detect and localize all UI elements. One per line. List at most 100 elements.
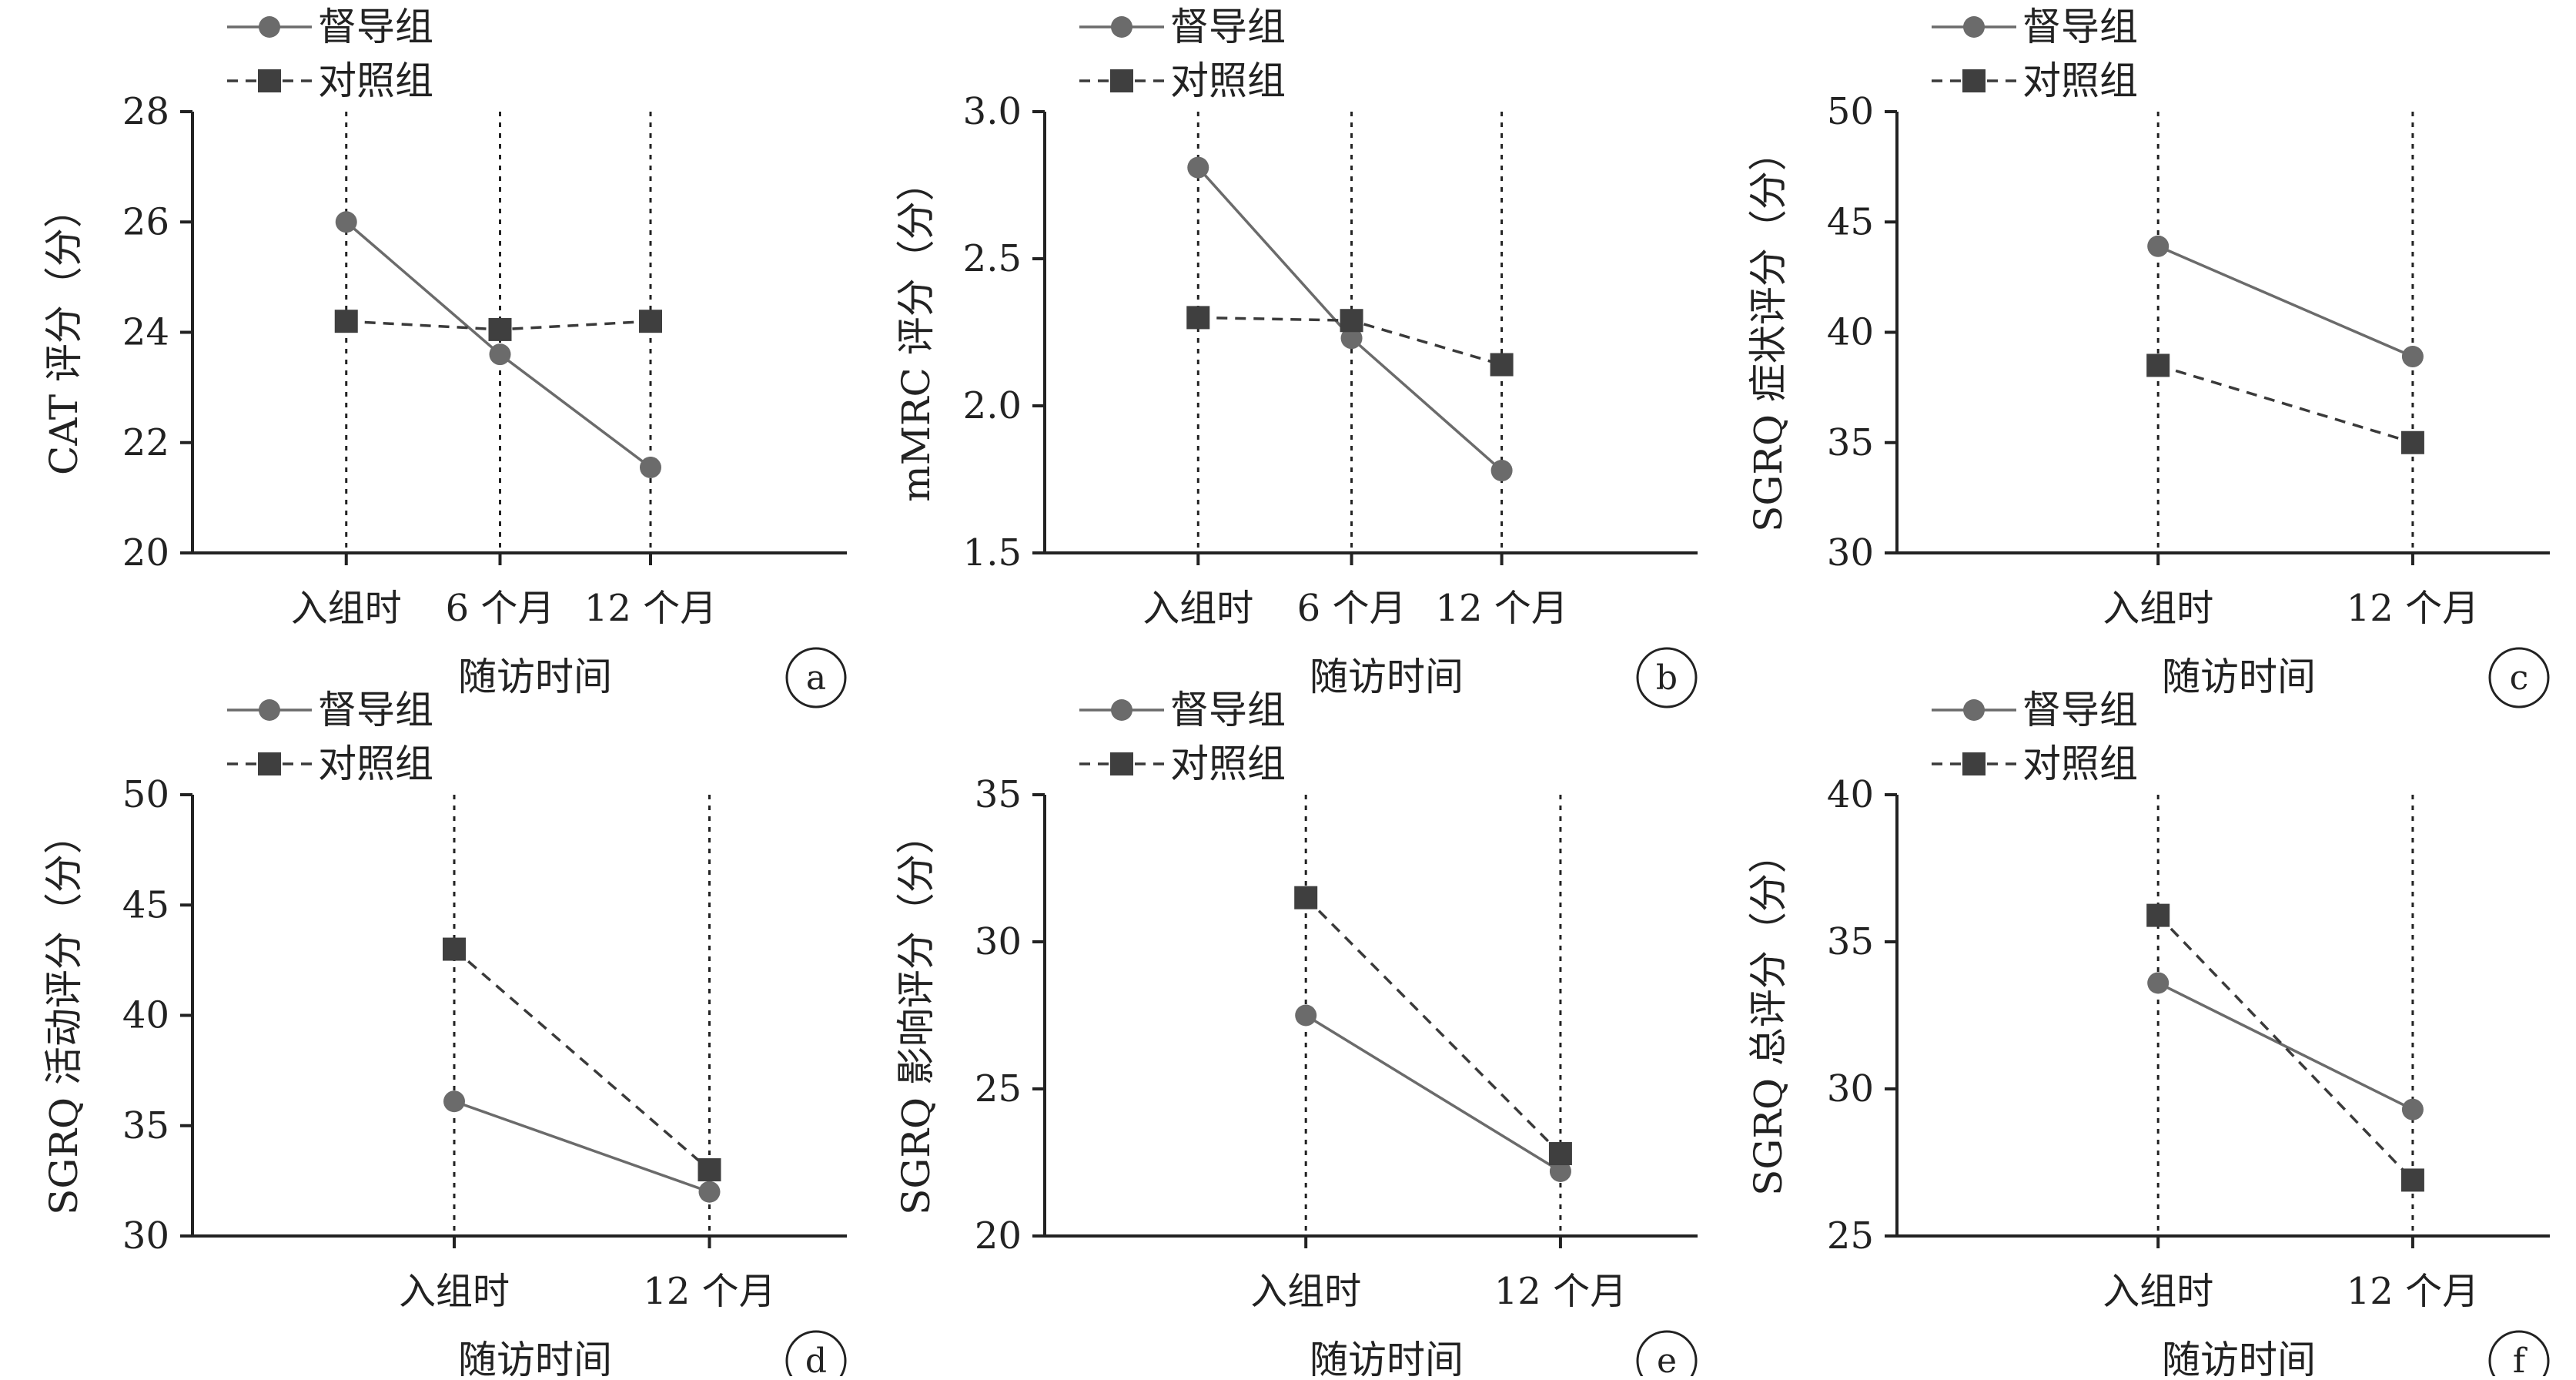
x-tick-label: 12 个月 (643, 1270, 775, 1313)
data-point-supervised (1490, 460, 1513, 482)
panel-label: a (806, 658, 826, 698)
x-axis-title: 随访时间 (1310, 655, 1464, 699)
data-point-control (698, 1158, 721, 1182)
data-point-control (1490, 353, 1514, 377)
y-axis-title: SGRQ 总评分（分） (1746, 835, 1791, 1196)
y-tick-label: 35 (122, 1104, 169, 1147)
y-tick-label: 25 (1827, 1214, 1874, 1258)
panel-label-circle (785, 1330, 847, 1380)
panel-label-circle (1636, 1330, 1698, 1380)
series-line-supervised (453, 1100, 711, 1194)
data-point-supervised (698, 1181, 721, 1203)
panel-label-circle (1636, 647, 1698, 708)
legend-label-supervised: 督导组 (318, 688, 433, 732)
y-tick-label: 40 (122, 994, 169, 1037)
panel-label: c (2510, 658, 2529, 698)
legend-marker-supervised (1963, 16, 1985, 38)
data-point-control (1186, 306, 1210, 330)
panel-label: b (1656, 658, 1678, 698)
series-line-supervised (2157, 245, 2414, 358)
x-tick-label: 入组时 (399, 1270, 510, 1313)
panel-label: e (1657, 1341, 1677, 1376)
legend-label-control: 对照组 (1170, 59, 1286, 103)
y-tick-label: 2.0 (963, 384, 1022, 427)
legend-marker-supervised (1111, 16, 1132, 38)
data-point-control (1340, 309, 1363, 333)
y-axis-title: SGRQ 活动评分（分） (42, 816, 86, 1215)
panel-label: f (2513, 1341, 2527, 1376)
y-tick-label: 30 (975, 920, 1022, 963)
legend-marker-control (258, 69, 281, 92)
data-point-control (443, 937, 466, 961)
legend-label-supervised: 督导组 (2022, 5, 2138, 49)
data-point-supervised (489, 343, 511, 366)
y-axis-title: SGRQ 症状评分（分） (1746, 132, 1791, 532)
legend-label-supervised: 督导组 (2022, 688, 2138, 732)
y-tick-label: 2.5 (963, 237, 1022, 280)
y-tick-label: 35 (975, 773, 1022, 816)
legend-label-control: 对照组 (318, 742, 433, 786)
y-tick-label: 35 (1827, 421, 1874, 464)
y-axis-title: mMRC 评分（分） (894, 162, 938, 501)
series-line-control (453, 948, 711, 1171)
x-tick-label: 12 个月 (1435, 587, 1567, 630)
x-tick-label: 12 个月 (1494, 1270, 1627, 1313)
data-point-control (488, 317, 512, 341)
data-point-control (2146, 903, 2170, 927)
series-line-supervised (1305, 1014, 1561, 1173)
x-axis-title: 随访时间 (2162, 1338, 2316, 1376)
data-point-supervised (1549, 1160, 1571, 1182)
data-point-supervised (2147, 972, 2170, 994)
x-tick-label: 入组时 (1142, 587, 1253, 630)
legend-marker-control (258, 752, 281, 775)
data-point-supervised (443, 1090, 465, 1113)
x-axis-title: 随访时间 (458, 655, 612, 699)
legend-marker-control (1110, 69, 1133, 92)
legend-label-supervised: 督导组 (318, 5, 433, 49)
legend-label-supervised: 督导组 (1170, 5, 1286, 49)
x-tick-label: 6 个月 (446, 587, 555, 630)
data-point-control (1548, 1142, 1572, 1166)
y-tick-label: 45 (122, 883, 169, 926)
y-tick-label: 3.0 (963, 90, 1022, 133)
legend-marker-supervised (259, 16, 280, 38)
legend-label-supervised: 督导组 (1170, 688, 1286, 732)
x-tick-label: 12 个月 (2347, 587, 2479, 630)
y-tick-label: 20 (975, 1214, 1022, 1258)
data-point-control (1294, 886, 1318, 909)
y-tick-label: 28 (122, 90, 169, 133)
data-point-control (334, 310, 358, 333)
legend-marker-supervised (1963, 699, 1985, 721)
y-tick-label: 24 (122, 311, 169, 354)
x-tick-label: 入组时 (1250, 1270, 1361, 1313)
legend-marker-control (1962, 752, 1986, 775)
y-tick-label: 30 (1827, 1067, 1874, 1110)
data-point-supervised (640, 456, 661, 478)
data-point-supervised (1295, 1004, 1317, 1027)
x-axis-title: 随访时间 (458, 1338, 612, 1376)
legend-marker-supervised (259, 699, 280, 721)
data-point-control (2146, 353, 2170, 377)
x-tick-label: 入组时 (291, 587, 402, 630)
legend-label-control: 对照组 (318, 59, 433, 103)
y-axis-title: CAT 评分（分） (42, 189, 86, 475)
y-tick-label: 26 (122, 200, 169, 243)
data-point-supervised (1187, 156, 1209, 179)
y-tick-label: 20 (122, 531, 169, 574)
data-point-control (639, 310, 662, 333)
legend-marker-control (1962, 69, 1986, 92)
y-tick-label: 35 (1827, 920, 1874, 963)
data-point-supervised (2147, 235, 2170, 257)
y-tick-label: 30 (1827, 531, 1874, 574)
y-tick-label: 22 (122, 421, 169, 464)
legend-label-control: 对照组 (2022, 742, 2138, 786)
legend-label-control: 对照组 (1170, 742, 1286, 786)
x-tick-label: 6 个月 (1297, 587, 1407, 630)
y-tick-label: 40 (1827, 773, 1874, 816)
y-tick-label: 50 (1827, 90, 1874, 133)
series-line-control (2156, 914, 2414, 1181)
x-tick-label: 入组时 (2103, 587, 2213, 630)
x-axis-title: 随访时间 (2162, 655, 2316, 699)
